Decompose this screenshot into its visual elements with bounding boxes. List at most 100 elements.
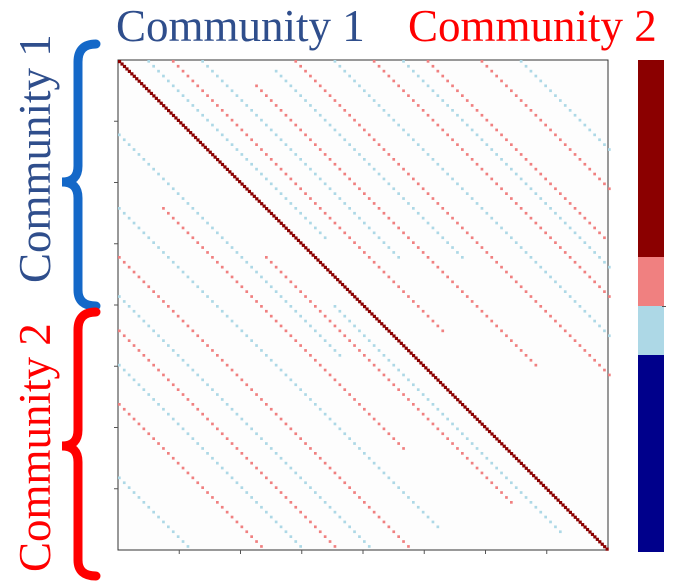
matrix-edge-cell	[549, 275, 552, 279]
matrix-edge-cell	[436, 231, 440, 235]
matrix-edge-cell	[519, 99, 523, 102]
matrix-edge-cell	[519, 285, 523, 289]
matrix-edge-cell	[260, 148, 263, 151]
matrix-edges	[118, 60, 611, 548]
colorbar-segment-light-blue	[638, 306, 664, 356]
matrix-diagonal-cell	[176, 118, 180, 122]
matrix-edge-cell	[314, 452, 317, 455]
matrix-edge-cell	[372, 260, 376, 264]
matrix-diagonal-cell	[559, 501, 563, 505]
matrix-edge-cell	[534, 260, 538, 264]
matrix-edge-cell	[191, 437, 195, 440]
matrix-edge-cell	[426, 84, 430, 88]
matrix-edge-cell	[269, 314, 273, 318]
matrix-diagonal-cell	[255, 197, 259, 201]
matrix-diagonal-cell	[500, 442, 504, 446]
matrix-edge-cell	[260, 172, 263, 176]
matrix-edge-cell	[563, 104, 567, 107]
matrix-edge-cell	[284, 373, 288, 377]
matrix-edge-cell	[407, 133, 410, 137]
matrix-diagonal-cell	[441, 383, 445, 387]
matrix-edge-cell	[578, 158, 582, 161]
matrix-edge-cell	[578, 211, 582, 215]
matrix-edge-cell	[328, 344, 332, 347]
matrix-edge-cell	[367, 545, 371, 548]
matrix-edge-cell	[176, 64, 180, 68]
matrix-edge-cell	[412, 501, 415, 504]
matrix-edge-cell	[485, 251, 489, 254]
matrix-diagonal-cell	[252, 194, 256, 198]
matrix-edge-cell	[176, 89, 180, 93]
matrix-edge-cell	[127, 373, 131, 377]
matrix-edge-cell	[328, 540, 332, 543]
matrix-edge-cell	[255, 540, 258, 543]
matrix-edge-cell	[333, 60, 337, 63]
matrix-edge-cell	[451, 109, 454, 112]
matrix-edge-cell	[323, 461, 327, 465]
matrix-edge-cell	[343, 138, 347, 142]
matrix-diagonal-cell	[157, 99, 161, 103]
matrix-edge-cell	[593, 251, 596, 254]
matrix-edge-cell	[510, 339, 513, 342]
matrix-edge-cell	[465, 295, 469, 298]
matrix-edge-cell	[269, 128, 273, 132]
matrix-edge-cell	[461, 118, 464, 122]
matrix-edge-cell	[387, 153, 391, 156]
matrix-edge-cell	[269, 182, 273, 186]
matrix-edge-cell	[230, 246, 234, 249]
matrix-edge-cell	[250, 496, 253, 499]
matrix-edge-cell	[318, 231, 322, 235]
matrix-edge-cell	[137, 496, 141, 499]
matrix-diagonal-cell	[282, 224, 286, 228]
matrix-edge-cell	[240, 285, 244, 289]
matrix-edge-cell	[402, 491, 405, 494]
matrix-edge-cell	[529, 256, 533, 259]
matrix-edge-cell	[171, 309, 175, 313]
matrix-diagonal-cell	[576, 518, 580, 522]
matrix-edge-cell	[216, 427, 219, 431]
matrix-diagonal-cell	[198, 140, 203, 145]
matrix-diagonal-cell	[397, 339, 401, 343]
matrix-edge-cell	[240, 525, 244, 529]
matrix-edge-cell	[519, 60, 523, 63]
matrix-edge-cell	[255, 344, 258, 347]
matrix-edge-cell	[191, 236, 195, 240]
matrix-edge-cell	[510, 167, 513, 171]
matrix-edge-cell	[304, 69, 307, 73]
matrix-diagonal-cell	[382, 324, 386, 328]
matrix-edge-cell	[220, 358, 224, 362]
matrix-edge-cell	[392, 158, 396, 161]
matrix-edge-cell	[559, 246, 562, 249]
matrix-edge-cell	[559, 138, 562, 142]
matrix-edge-cell	[436, 202, 440, 205]
matrix-edge-cell	[431, 520, 435, 524]
matrix-edge-cell	[387, 358, 391, 362]
matrix-edge-cell	[441, 412, 445, 416]
matrix-diagonal-cell	[235, 177, 239, 181]
matrix-edge-cell	[220, 109, 224, 112]
matrix-edge-cell	[304, 442, 307, 445]
matrix-edge-cell	[465, 123, 469, 127]
matrix-edge-cell	[162, 207, 165, 210]
matrix-edge-cell	[407, 94, 410, 97]
matrix-edge-cell	[426, 256, 430, 259]
matrix-diagonal-cell	[358, 300, 362, 304]
matrix-edge-cell	[392, 251, 396, 254]
matrix-edge-cell	[299, 64, 302, 68]
matrix-edge-cell	[363, 354, 366, 357]
matrix-edge-cell	[245, 334, 249, 338]
matrix-edge-cell	[392, 280, 396, 284]
matrix-edge-cell	[608, 187, 611, 191]
matrix-edge-cell	[122, 334, 126, 338]
matrix-edge-cell	[152, 363, 155, 367]
matrix-edge-cell	[309, 197, 312, 200]
matrix-diagonal-cell	[340, 282, 345, 287]
matrix-edge-cell	[333, 510, 337, 514]
community-brackets	[61, 39, 101, 581]
matrix-edge-cell	[436, 162, 440, 166]
matrix-edge-cell	[265, 280, 268, 284]
matrix-edge-cell	[309, 74, 312, 78]
matrix-diagonal-cell	[434, 376, 438, 380]
matrix-edge-cell	[284, 172, 288, 176]
matrix-edge-cell	[568, 256, 572, 259]
